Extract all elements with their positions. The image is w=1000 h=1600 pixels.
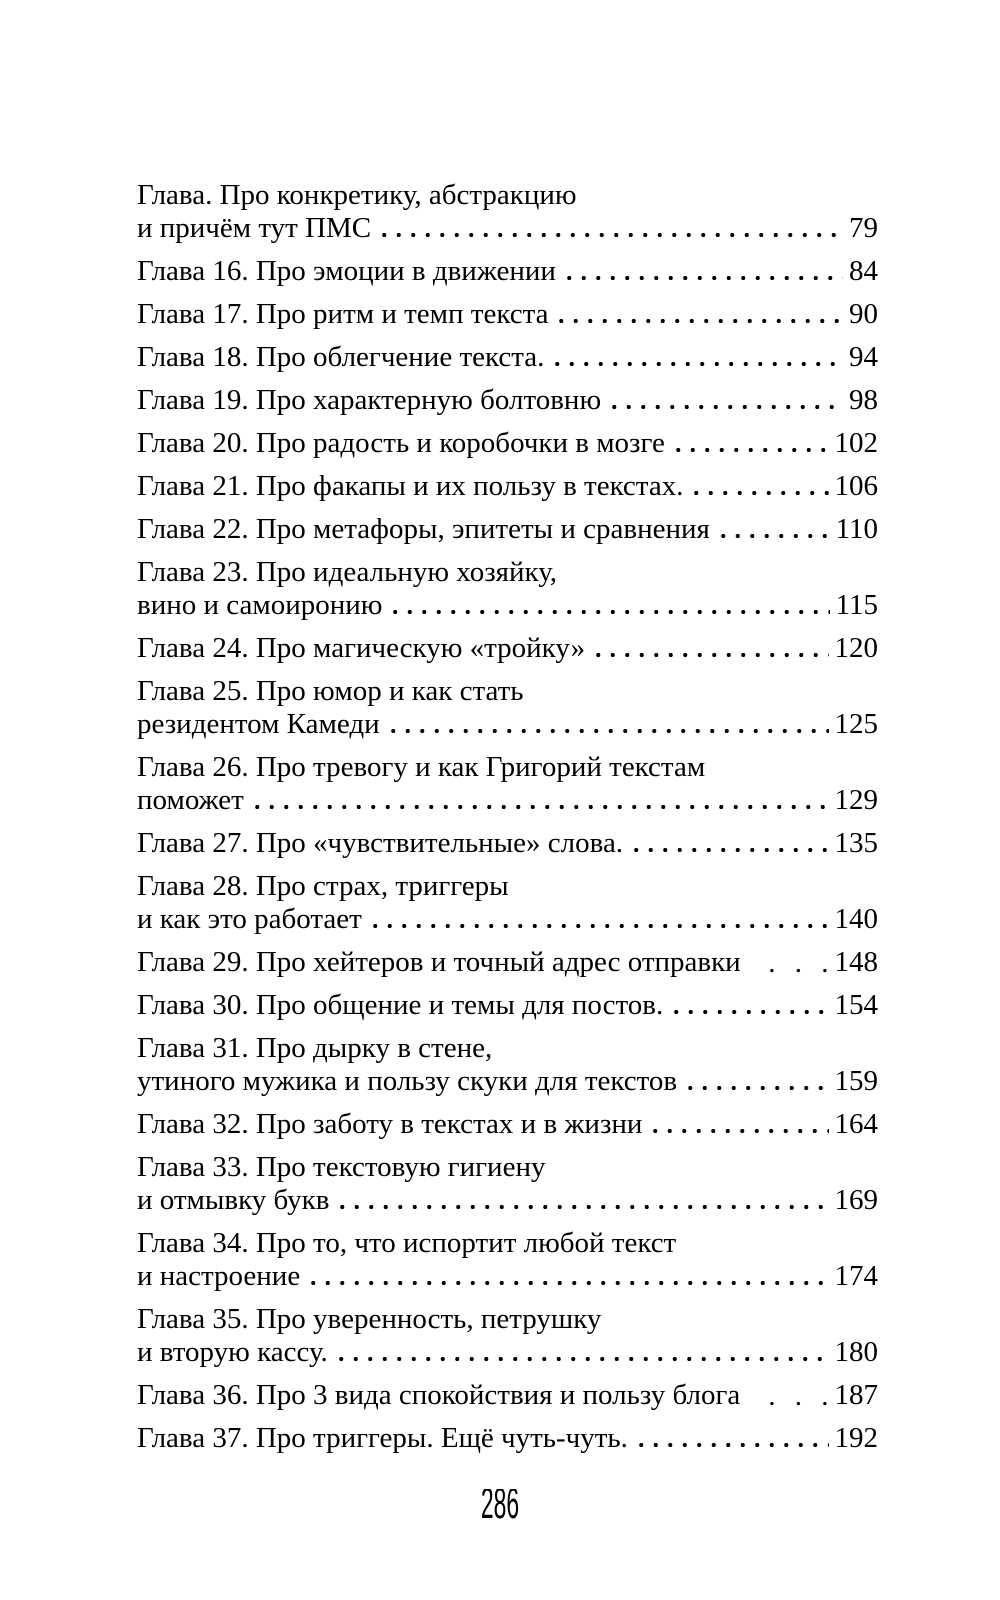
svg-text:286: 286 bbox=[481, 1489, 519, 1528]
